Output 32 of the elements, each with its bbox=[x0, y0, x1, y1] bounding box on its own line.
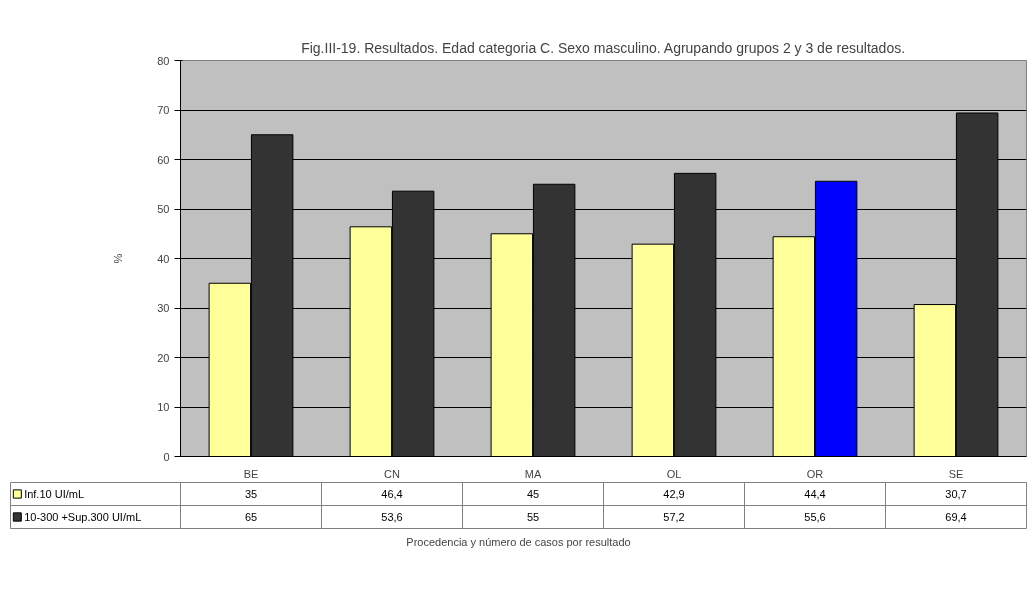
y-tick-label: 30 bbox=[157, 302, 170, 314]
data-label: 55 bbox=[526, 511, 540, 523]
y-axis-title: % bbox=[112, 253, 125, 264]
data-label: 35 bbox=[244, 488, 258, 500]
data-label: 53,6 bbox=[381, 511, 403, 523]
y-tick-label: 0 bbox=[163, 450, 170, 463]
x-tick-label: MA bbox=[524, 467, 542, 480]
x-tick-label: SE bbox=[948, 467, 964, 480]
y-tick-label: 20 bbox=[157, 351, 170, 364]
chart-title: Fig.III-19. Resultados. Edad categoria C. Sexo masculino. Agrupando grupos 2 y 3 de resultados. bbox=[301, 39, 906, 56]
data-label: 46,4 bbox=[381, 488, 403, 500]
y-tick-label: 40 bbox=[157, 252, 170, 265]
data-label: 57,2 bbox=[663, 511, 685, 523]
data-label: 30,7 bbox=[945, 488, 967, 500]
y-tick-label: 50 bbox=[157, 203, 170, 215]
data-label: 44,4 bbox=[804, 488, 826, 500]
y-tick-label: 70 bbox=[157, 104, 170, 116]
legend-label: Inf.10 UI/mL bbox=[24, 488, 85, 500]
data-label: 65 bbox=[244, 511, 258, 523]
data-label: 69,4 bbox=[945, 511, 967, 523]
text: Procedencia y número de casos por resultado bbox=[406, 535, 631, 548]
legend-label: 10-300 +Sup.300 UI/mL bbox=[24, 511, 142, 523]
data-label: 45 bbox=[526, 488, 540, 500]
data-label: 42,9 bbox=[663, 488, 685, 500]
y-tick-label: 80 bbox=[157, 54, 170, 67]
x-tick-label: BE bbox=[243, 467, 259, 480]
x-tick-label: OR bbox=[806, 467, 824, 480]
data-label: 55,6 bbox=[804, 511, 826, 523]
x-tick-label: CN bbox=[384, 467, 400, 480]
y-tick-label: 60 bbox=[157, 153, 170, 166]
y-tick-label: 10 bbox=[157, 401, 170, 413]
x-tick-label: OL bbox=[666, 467, 682, 480]
